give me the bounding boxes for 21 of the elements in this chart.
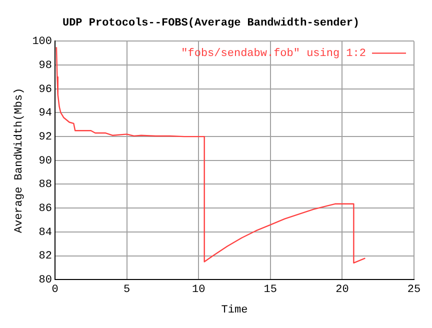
y-axis-title: Average BandWidth(Mbs) xyxy=(14,88,26,234)
x-tick-label: 20 xyxy=(336,284,349,296)
y-tick-label: 80 xyxy=(38,274,52,287)
x-tick-label: 15 xyxy=(264,284,278,296)
x-axis-title: Time xyxy=(221,304,248,316)
x-tick-label: 5 xyxy=(124,284,130,296)
x-tick-label: 25 xyxy=(407,284,421,296)
y-tick-label: 88 xyxy=(38,179,52,192)
y-tick-label: 86 xyxy=(38,202,52,215)
y-tick-label: 92 xyxy=(38,131,52,144)
y-tick-label: 98 xyxy=(38,60,52,72)
y-tick-label: 96 xyxy=(38,84,52,96)
legend-label: "fobs/sendabw.fob" using 1:2 xyxy=(181,48,366,60)
y-tick-label: 84 xyxy=(38,226,52,239)
y-tick-label: 94 xyxy=(38,108,52,120)
y-tick-label: 90 xyxy=(38,155,52,168)
y-tick-label: 82 xyxy=(38,250,52,263)
chart-title: UDP Protocols--FOBS(Average Bandwidth-sender) xyxy=(62,17,360,30)
x-tick-label: 0 xyxy=(52,284,58,296)
y-tick-label: 100 xyxy=(32,36,52,48)
x-tick-label: 10 xyxy=(192,284,206,296)
